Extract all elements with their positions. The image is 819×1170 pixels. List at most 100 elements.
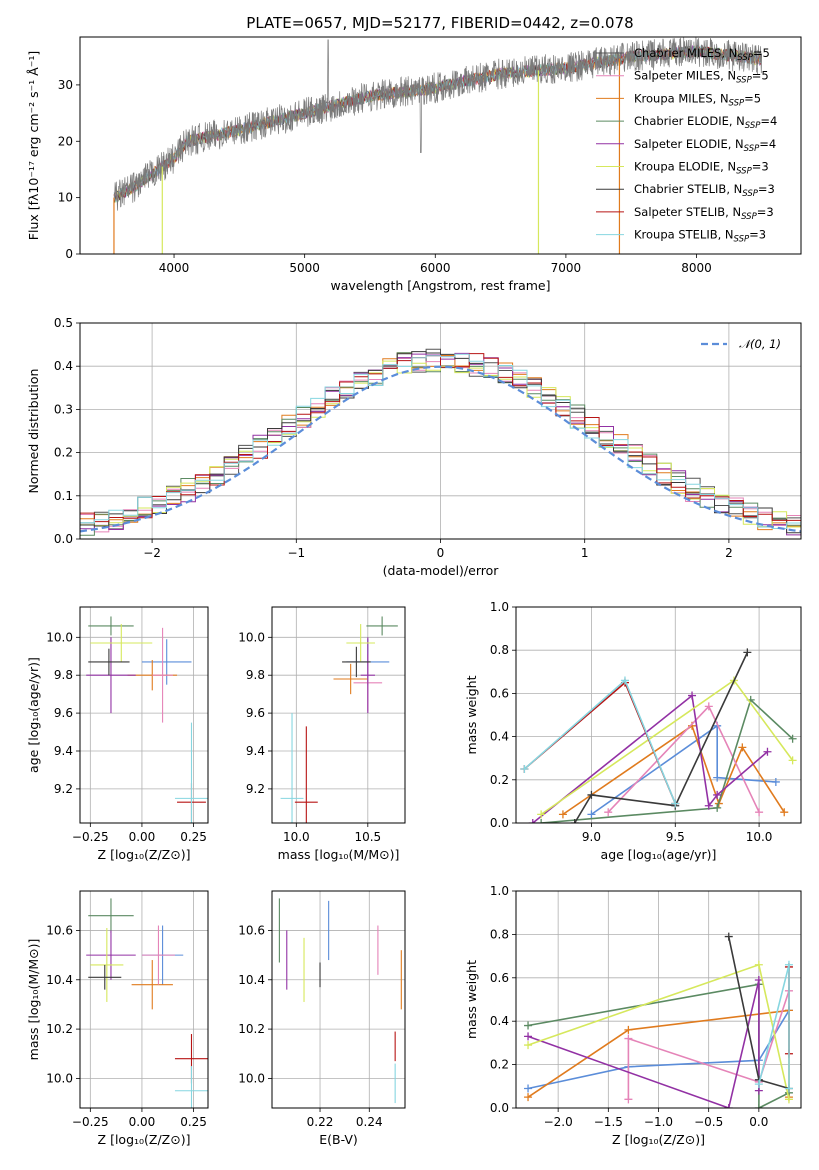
weight-vs-metallicity-panel: −2.0 −1.5 −1.0 −0.5 0.0 0.0 0.2 0.4 0.6 0.8 1.0 Z [… — [464, 884, 802, 1147]
plot-area — [86, 616, 208, 823]
plus-marker — [738, 743, 747, 752]
plus-marker — [724, 932, 733, 941]
legend-entry: Chabrier MILES, NSSP=5 — [634, 46, 770, 63]
legend-entry-subscript: SSP — [742, 189, 758, 199]
y-tick-label: 0.4 — [490, 730, 509, 744]
y-tick-label: 0.8 — [490, 643, 509, 657]
legend-entry-tail: =4 — [759, 137, 776, 151]
legend-entry: Kroupa MILES, NSSP=5 — [634, 91, 761, 108]
plus-marker — [780, 808, 789, 817]
legend-entry-tail: =5 — [752, 69, 769, 83]
y-tick-label: 1.0 — [490, 884, 509, 898]
plus-marker — [524, 1021, 533, 1030]
y-tick-label: 10.6 — [46, 923, 73, 937]
plus-marker — [754, 1080, 763, 1089]
axes-frame — [515, 606, 802, 824]
y-tick-label: 0.4 — [54, 359, 73, 373]
legend-entry-label: Chabrier MILES, N — [634, 46, 737, 60]
y-axis-label: Flux [fλ10⁻¹⁷ erg cm⁻² s⁻¹ Å⁻¹] — [26, 51, 41, 240]
legend-entry-tail: =5 — [753, 46, 770, 60]
residual-histogram-step — [80, 360, 801, 528]
y-axis-label: mass weight — [464, 675, 479, 754]
legend-entry-label: Salpeter STELIB, N — [634, 205, 741, 219]
y-tick-label: 9.8 — [246, 668, 265, 682]
plot-area — [524, 932, 793, 1108]
x-tick-label: 9.5 — [666, 830, 685, 844]
legend-entry: Kroupa STELIB, NSSP=3 — [634, 228, 766, 245]
x-tick-label: 10.0 — [283, 830, 310, 844]
legend-entry-subscript: SSP — [741, 212, 757, 222]
legend-entry: Salpeter STELIB, NSSP=3 — [634, 205, 774, 222]
chart-title: PLATE=0657, MJD=52177, FIBERID=0442, z=0… — [246, 14, 633, 32]
x-tick-label: 0.25 — [180, 830, 207, 844]
y-tick-label: 0.5 — [54, 316, 73, 330]
y-tick-label: 0.6 — [490, 971, 509, 985]
x-tick-label: 0.25 — [180, 1115, 207, 1129]
plus-marker — [754, 1104, 763, 1108]
x-tick-label: 1 — [581, 546, 589, 560]
plus-marker — [713, 803, 722, 812]
axes-frame — [79, 322, 802, 540]
y-tick-label: 0.0 — [490, 816, 509, 830]
x-tick-label: 2 — [725, 546, 733, 560]
plus-marker — [784, 960, 793, 969]
x-tick-label: 0.00 — [129, 830, 156, 844]
normal-distribution-curve — [80, 365, 801, 533]
plus-marker — [754, 960, 763, 969]
plus-marker — [784, 1084, 793, 1093]
y-tick-label: 0.2 — [490, 773, 509, 787]
plus-marker — [671, 799, 680, 808]
x-axis-label: mass [log₁₀(M/M⊙)] — [278, 847, 400, 862]
legend-entry: Salpeter ELODIE, NSSP=4 — [634, 137, 776, 154]
plus-marker — [587, 790, 596, 799]
plus-marker — [520, 765, 529, 773]
y-tick-label: 10.0 — [238, 630, 265, 644]
y-tick-label: 1.0 — [490, 600, 509, 614]
y-tick-label: 10.6 — [238, 923, 265, 937]
y-tick-label: 9.4 — [246, 744, 265, 758]
mass-vs-extinction-panel: 0.22 0.24 10.0 10.2 10.4 10.6 E(B-V) — [238, 890, 406, 1147]
plus-marker — [755, 808, 764, 817]
y-tick-label: 0.0 — [490, 1101, 509, 1115]
y-tick-label: 9.8 — [54, 668, 73, 682]
legend-entry-tail: =5 — [744, 91, 761, 105]
legend-entry: 𝒩(0, 1) — [739, 337, 781, 351]
plus-marker — [713, 790, 722, 799]
y-tick-label: 0.4 — [490, 1014, 509, 1028]
y-tick-label: 10.0 — [238, 1071, 265, 1085]
residual-histogram-panel: −2 −1 0 1 2 0.0 0.1 0.2 0.3 0.4 0.5 (data-model)/er… — [26, 316, 802, 578]
plot-area — [80, 348, 801, 536]
plus-marker — [587, 810, 596, 819]
y-tick-label: 0.0 — [54, 532, 73, 546]
y-tick-label: 0.8 — [490, 927, 509, 941]
mass-weight-line — [527, 979, 760, 1108]
plus-marker — [524, 1084, 533, 1093]
legend-entry-label: Chabrier STELIB, N — [634, 182, 742, 196]
y-tick-label: 10.2 — [46, 1022, 73, 1036]
y-tick-label: 10 — [58, 191, 73, 205]
x-tick-label: −1 — [287, 546, 305, 560]
plus-marker — [624, 1025, 633, 1034]
plot-area — [86, 898, 208, 1108]
plot-area — [278, 898, 402, 1104]
plus-marker — [743, 648, 752, 657]
legend-entry-tail: =4 — [760, 114, 777, 128]
plot-area — [113, 37, 763, 254]
plus-marker — [788, 756, 797, 765]
plus-marker — [713, 773, 722, 782]
x-axis-label: age [log₁₀(age/yr)] — [601, 847, 717, 862]
y-tick-label: 0.1 — [54, 489, 73, 503]
y-tick-label: 0.2 — [54, 446, 73, 460]
legend-entry-subscript: SSP — [737, 53, 753, 63]
y-tick-label: 0.3 — [54, 402, 73, 416]
y-tick-label: 10.0 — [46, 1071, 73, 1085]
axes-frame — [515, 890, 802, 1109]
legend-entry-tail: =3 — [757, 205, 774, 219]
legend-entry-subscript: SSP — [736, 76, 752, 86]
axes-frame — [271, 890, 406, 1109]
plus-marker — [788, 734, 797, 743]
spectrum-panel: PLATE=0657, MJD=52177, FIBERID=0442, z=0… — [26, 14, 802, 293]
x-axis-label: E(B-V) — [319, 1132, 358, 1147]
y-axis-label: mass weight — [464, 960, 479, 1039]
